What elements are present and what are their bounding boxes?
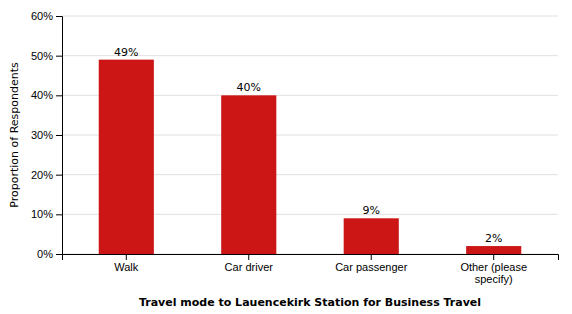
tick-mark xyxy=(493,254,494,260)
grid-line xyxy=(62,16,558,17)
bar xyxy=(466,246,521,254)
tick-label: 20% xyxy=(31,169,53,181)
tick-mark xyxy=(56,16,62,17)
data-label: 49% xyxy=(114,46,138,59)
x-axis: Walk Car driver Car passenger Other (please… xyxy=(63,254,559,285)
tick-mark xyxy=(56,95,62,96)
bar xyxy=(99,60,154,254)
tick-label: 60% xyxy=(31,10,53,22)
tick-label-line: Walk xyxy=(114,261,139,273)
tick-mark xyxy=(371,254,372,260)
tick-mark xyxy=(56,175,62,176)
y-axis-title: Proportion of Respondents xyxy=(8,62,21,208)
data-labels: 49% 40% 9% 2% xyxy=(114,46,502,245)
tick: 30% xyxy=(31,129,62,141)
tick-label: Car driver xyxy=(225,261,274,273)
bar xyxy=(344,218,399,254)
axis-line xyxy=(56,17,63,255)
data-label: 40% xyxy=(237,81,261,94)
tick: 0% xyxy=(37,248,62,260)
data-label: 2% xyxy=(485,232,502,245)
tick: Other (pleasespecify) xyxy=(460,254,527,285)
tick: 50% xyxy=(31,50,62,62)
tick: Car driver xyxy=(225,254,274,273)
tick-label-line: Other (please xyxy=(460,261,527,273)
tick-mark xyxy=(56,214,62,215)
tick-label: Other (pleasespecify) xyxy=(460,261,527,286)
y-axis: 0% 10% 20% 30% 40% 50% 60% xyxy=(31,10,63,260)
tick: 60% xyxy=(31,10,62,22)
tick-label-line: Car passenger xyxy=(335,261,407,273)
tick-mark xyxy=(56,135,62,136)
tick: 10% xyxy=(31,208,62,220)
tick-label: Car passenger xyxy=(335,261,407,273)
bars xyxy=(99,60,522,254)
tick: Walk xyxy=(114,254,139,273)
tick-label-line: specify) xyxy=(475,273,513,285)
data-label: 9% xyxy=(363,204,380,217)
bar xyxy=(221,95,276,254)
tick-label: 50% xyxy=(31,50,53,62)
grid xyxy=(62,16,558,254)
tick-label: 40% xyxy=(31,89,53,101)
tick-label: 0% xyxy=(37,248,53,260)
tick-label: 30% xyxy=(31,129,53,141)
tick-mark xyxy=(126,254,127,260)
plot: 49% 40% 9% 2% 0% 10% 20% 30% 40% 50% 60% Walk Car dr… xyxy=(31,10,559,285)
tick: 40% xyxy=(31,89,62,101)
tick-mark xyxy=(56,254,62,255)
tick-mark xyxy=(56,56,62,57)
tick-label: Walk xyxy=(114,261,139,273)
chart: 49% 40% 9% 2% 0% 10% 20% 30% 40% 50% 60% Walk Car dr… xyxy=(0,0,572,314)
axis-line xyxy=(63,255,559,261)
tick: Car passenger xyxy=(335,254,407,273)
x-axis-title: Travel mode to Lauencekirk Station for B… xyxy=(139,296,481,309)
tick-mark xyxy=(248,254,249,260)
tick: 20% xyxy=(31,169,62,181)
tick-label-line: Car driver xyxy=(225,261,274,273)
tick-label: 10% xyxy=(31,208,53,220)
